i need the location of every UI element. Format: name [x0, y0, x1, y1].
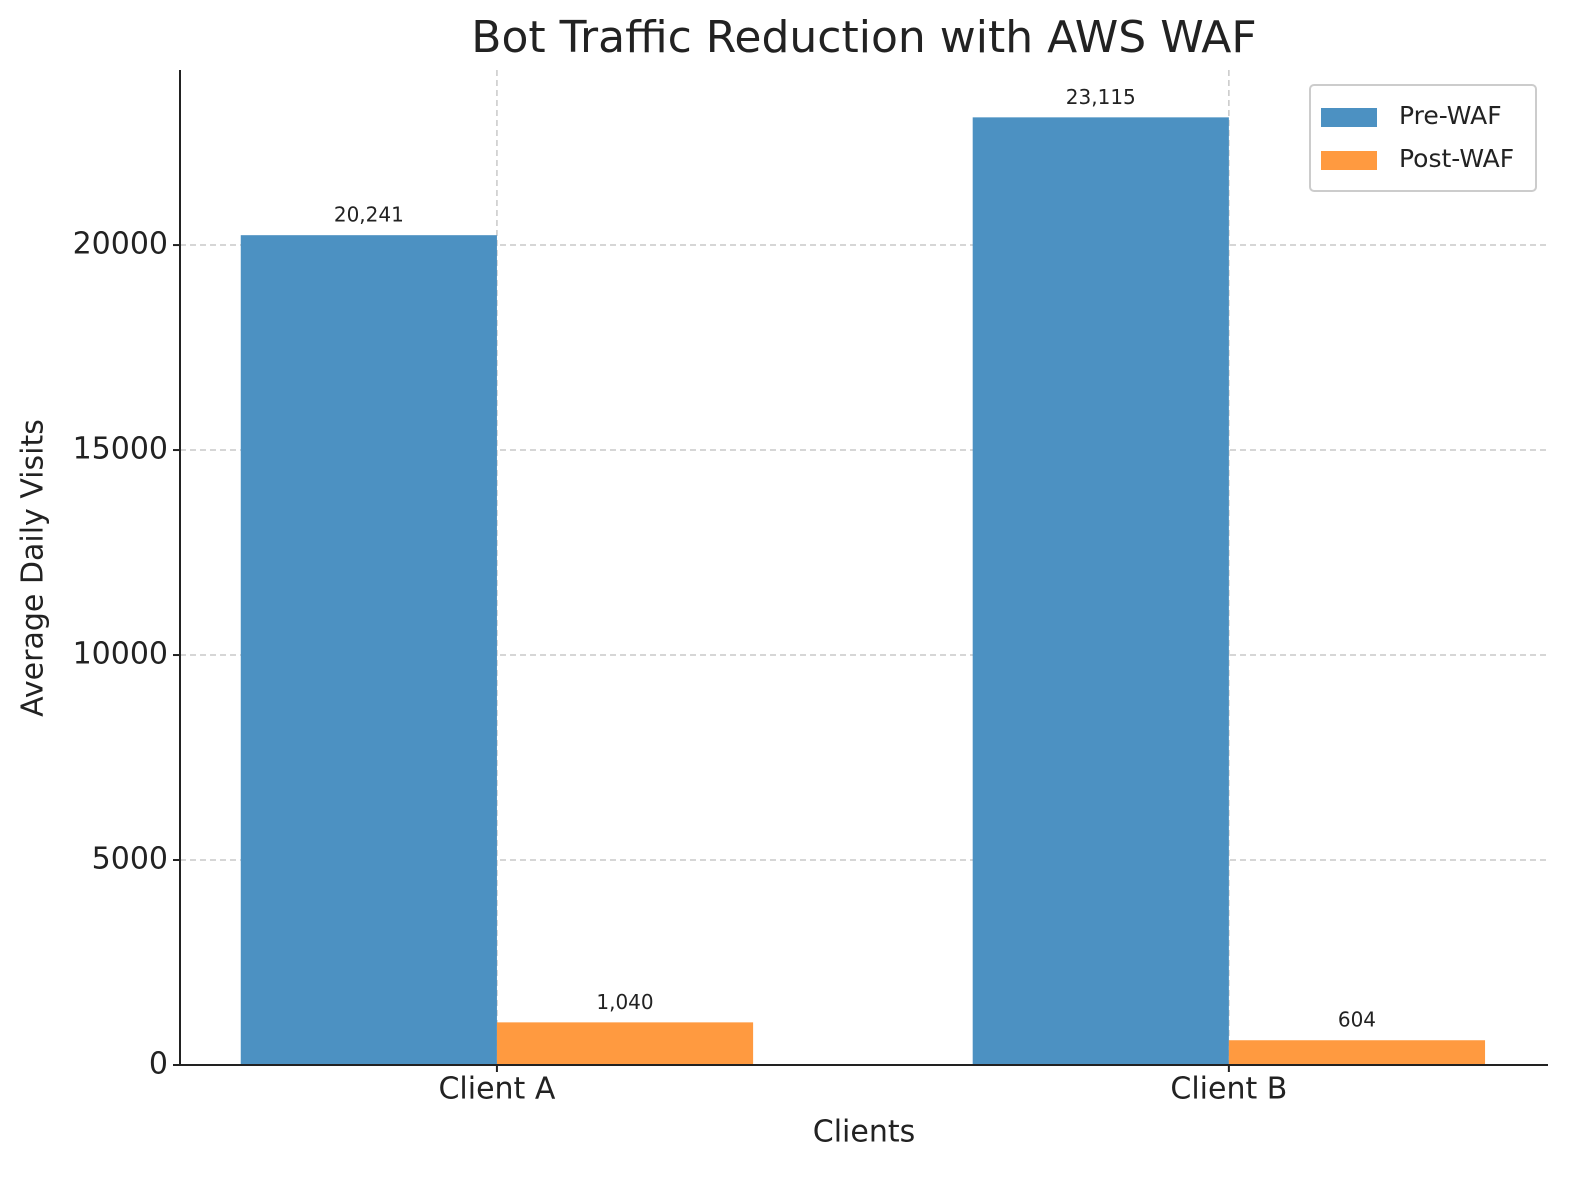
x-axis-label: Clients — [813, 1115, 915, 1150]
legend: Pre-WAF Post-WAF — [1309, 84, 1537, 192]
x-tick-label: Client B — [1170, 1072, 1287, 1107]
bar — [240, 235, 497, 1066]
chart-title: Bot Traffic Reduction with AWS WAF — [471, 12, 1256, 63]
value-label: 20,241 — [334, 203, 404, 227]
legend-swatch — [1321, 108, 1377, 127]
x-tick-label: Client A — [438, 1072, 555, 1107]
y-axis-label: Average Daily Visits — [16, 419, 51, 717]
bar — [1228, 1040, 1486, 1065]
value-label: 23,115 — [1066, 85, 1136, 109]
legend-label: Pre-WAF — [1399, 101, 1502, 130]
value-label: 604 — [1338, 1008, 1376, 1032]
y-tick-label: 5000 — [92, 842, 168, 877]
bar — [972, 117, 1229, 1065]
legend-label: Post-WAF — [1399, 144, 1514, 173]
y-tick-label: 0 — [149, 1047, 168, 1082]
bar — [496, 1022, 754, 1065]
y-tick-label: 15000 — [73, 432, 168, 467]
value-label: 1,040 — [596, 990, 653, 1014]
legend-swatch — [1321, 151, 1377, 170]
y-tick-label: 10000 — [73, 637, 168, 672]
y-tick-label: 20000 — [73, 227, 168, 262]
